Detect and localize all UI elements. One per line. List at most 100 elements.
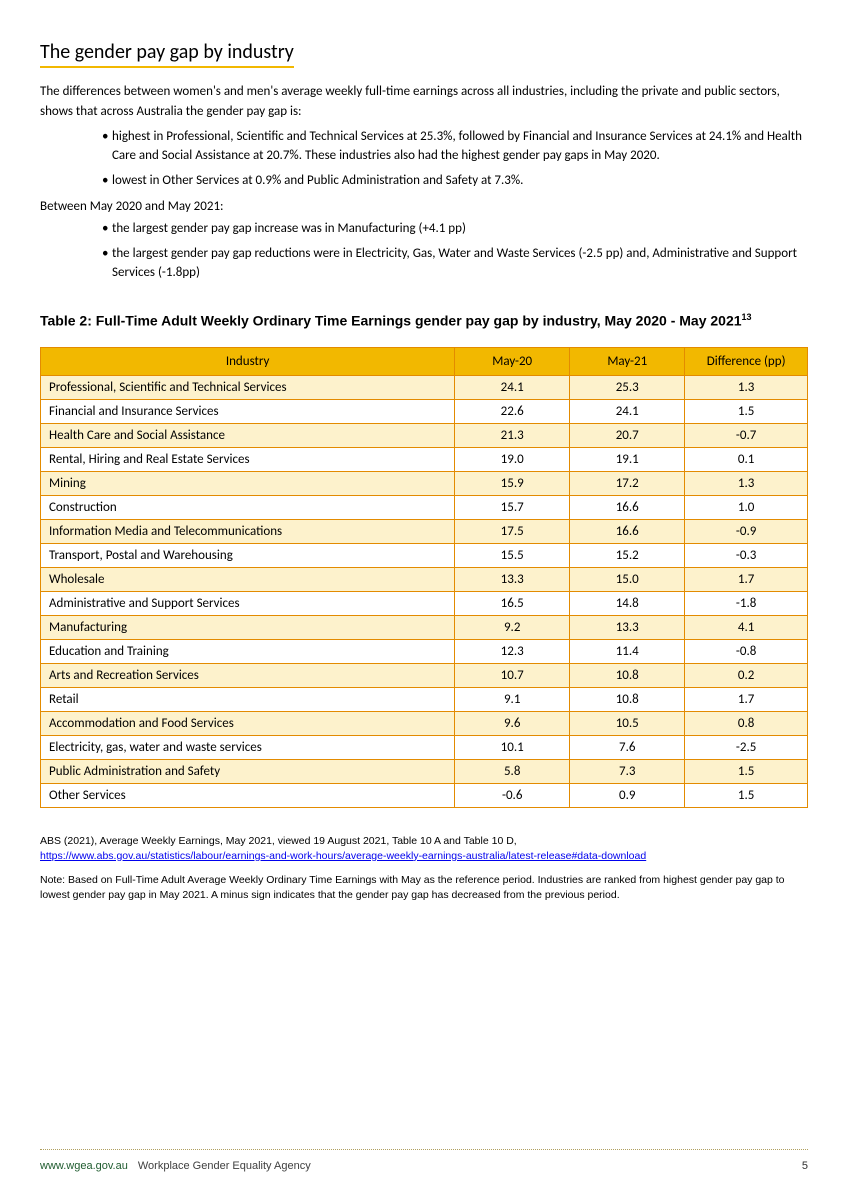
col-may20: May-20 bbox=[455, 348, 570, 376]
page-footer: www.wgea.gov.au Workplace Gender Equalit… bbox=[40, 1149, 808, 1172]
table-row: Administrative and Support Services16.51… bbox=[41, 592, 808, 616]
cell-may20: 15.9 bbox=[455, 472, 570, 496]
table-row: Electricity, gas, water and waste servic… bbox=[41, 736, 808, 760]
cell-may20: -0.6 bbox=[455, 784, 570, 808]
cell-industry: Retail bbox=[41, 688, 455, 712]
cell-industry: Information Media and Telecommunications bbox=[41, 520, 455, 544]
cell-may21: 11.4 bbox=[570, 640, 685, 664]
cell-may21: 25.3 bbox=[570, 376, 685, 400]
page-number: 5 bbox=[802, 1160, 808, 1172]
table-row: Public Administration and Safety5.87.31.… bbox=[41, 760, 808, 784]
cell-industry: Electricity, gas, water and waste servic… bbox=[41, 736, 455, 760]
cell-may20: 9.1 bbox=[455, 688, 570, 712]
cell-diff: -0.7 bbox=[685, 424, 808, 448]
cell-may20: 22.6 bbox=[455, 400, 570, 424]
cell-diff: 1.3 bbox=[685, 376, 808, 400]
table-row: Transport, Postal and Warehousing15.515.… bbox=[41, 544, 808, 568]
cell-may21: 7.3 bbox=[570, 760, 685, 784]
cell-may20: 19.0 bbox=[455, 448, 570, 472]
col-may21: May-21 bbox=[570, 348, 685, 376]
table-row: Financial and Insurance Services22.624.1… bbox=[41, 400, 808, 424]
cell-industry: Education and Training bbox=[41, 640, 455, 664]
cell-may20: 16.5 bbox=[455, 592, 570, 616]
table-row: Information Media and Telecommunications… bbox=[41, 520, 808, 544]
list-item: highest in Professional, Scientific and … bbox=[112, 128, 808, 166]
cell-may20: 9.6 bbox=[455, 712, 570, 736]
cell-industry: Other Services bbox=[41, 784, 455, 808]
cell-may20: 24.1 bbox=[455, 376, 570, 400]
cell-industry: Health Care and Social Assistance bbox=[41, 424, 455, 448]
cell-industry: Public Administration and Safety bbox=[41, 760, 455, 784]
table-row: Construction15.716.61.0 bbox=[41, 496, 808, 520]
footer-url[interactable]: www.wgea.gov.au bbox=[40, 1160, 128, 1172]
cell-diff: 1.5 bbox=[685, 400, 808, 424]
between-label: Between May 2020 and May 2021: bbox=[40, 199, 808, 214]
table-header-row: Industry May-20 May-21 Difference (pp) bbox=[41, 348, 808, 376]
cell-may20: 12.3 bbox=[455, 640, 570, 664]
cell-diff: 0.8 bbox=[685, 712, 808, 736]
cell-diff: 1.0 bbox=[685, 496, 808, 520]
table-row: Education and Training12.311.4-0.8 bbox=[41, 640, 808, 664]
cell-may21: 24.1 bbox=[570, 400, 685, 424]
cell-industry: Transport, Postal and Warehousing bbox=[41, 544, 455, 568]
cell-diff: -2.5 bbox=[685, 736, 808, 760]
cell-may20: 17.5 bbox=[455, 520, 570, 544]
cell-industry: Accommodation and Food Services bbox=[41, 712, 455, 736]
list-item: the largest gender pay gap reductions we… bbox=[112, 245, 808, 283]
cell-diff: -0.8 bbox=[685, 640, 808, 664]
table-title: Table 2: Full-Time Adult Weekly Ordinary… bbox=[40, 312, 808, 329]
section-heading: The gender pay gap by industry bbox=[40, 40, 294, 68]
list-item: lowest in Other Services at 0.9% and Pub… bbox=[112, 172, 808, 191]
table-row: Arts and Recreation Services10.710.80.2 bbox=[41, 664, 808, 688]
cell-may21: 16.6 bbox=[570, 496, 685, 520]
table-row: Rental, Hiring and Real Estate Services1… bbox=[41, 448, 808, 472]
table-title-text: Table 2: Full-Time Adult Weekly Ordinary… bbox=[40, 313, 742, 329]
cell-diff: 4.1 bbox=[685, 616, 808, 640]
cell-industry: Rental, Hiring and Real Estate Services bbox=[41, 448, 455, 472]
cell-may20: 13.3 bbox=[455, 568, 570, 592]
pay-gap-table: Industry May-20 May-21 Difference (pp) P… bbox=[40, 347, 808, 808]
cell-industry: Professional, Scientific and Technical S… bbox=[41, 376, 455, 400]
cell-diff: -0.3 bbox=[685, 544, 808, 568]
cell-diff: -0.9 bbox=[685, 520, 808, 544]
cell-diff: -1.8 bbox=[685, 592, 808, 616]
cell-may20: 15.5 bbox=[455, 544, 570, 568]
cell-may21: 10.8 bbox=[570, 688, 685, 712]
cell-industry: Arts and Recreation Services bbox=[41, 664, 455, 688]
table-row: Professional, Scientific and Technical S… bbox=[41, 376, 808, 400]
cell-may20: 5.8 bbox=[455, 760, 570, 784]
table-row: Mining15.917.21.3 bbox=[41, 472, 808, 496]
cell-may21: 19.1 bbox=[570, 448, 685, 472]
cell-industry: Mining bbox=[41, 472, 455, 496]
table-row: Retail9.110.81.7 bbox=[41, 688, 808, 712]
cell-industry: Wholesale bbox=[41, 568, 455, 592]
table-row: Health Care and Social Assistance21.320.… bbox=[41, 424, 808, 448]
bullet-list-2: the largest gender pay gap increase was … bbox=[40, 220, 808, 283]
cell-may21: 10.5 bbox=[570, 712, 685, 736]
table-title-footnote: 13 bbox=[742, 312, 752, 322]
source-citation: ABS (2021), Average Weekly Earnings, May… bbox=[40, 834, 808, 863]
cell-may20: 10.7 bbox=[455, 664, 570, 688]
cell-may20: 10.1 bbox=[455, 736, 570, 760]
footer-agency: Workplace Gender Equality Agency bbox=[138, 1160, 311, 1172]
cell-may21: 15.0 bbox=[570, 568, 685, 592]
cell-may21: 13.3 bbox=[570, 616, 685, 640]
cell-diff: 0.1 bbox=[685, 448, 808, 472]
cell-may20: 21.3 bbox=[455, 424, 570, 448]
cell-industry: Construction bbox=[41, 496, 455, 520]
source-link[interactable]: https://www.abs.gov.au/statistics/labour… bbox=[40, 850, 646, 862]
cell-may21: 16.6 bbox=[570, 520, 685, 544]
col-industry: Industry bbox=[41, 348, 455, 376]
cell-industry: Financial and Insurance Services bbox=[41, 400, 455, 424]
table-row: Other Services-0.60.91.5 bbox=[41, 784, 808, 808]
intro-text: The differences between women's and men'… bbox=[40, 82, 808, 122]
cell-may21: 20.7 bbox=[570, 424, 685, 448]
cell-diff: 1.5 bbox=[685, 784, 808, 808]
cell-may21: 0.9 bbox=[570, 784, 685, 808]
cell-may21: 10.8 bbox=[570, 664, 685, 688]
cell-may21: 15.2 bbox=[570, 544, 685, 568]
bullet-list-1: highest in Professional, Scientific and … bbox=[40, 128, 808, 191]
list-item: the largest gender pay gap increase was … bbox=[112, 220, 808, 239]
col-diff: Difference (pp) bbox=[685, 348, 808, 376]
source-text: ABS (2021), Average Weekly Earnings, May… bbox=[40, 835, 517, 847]
